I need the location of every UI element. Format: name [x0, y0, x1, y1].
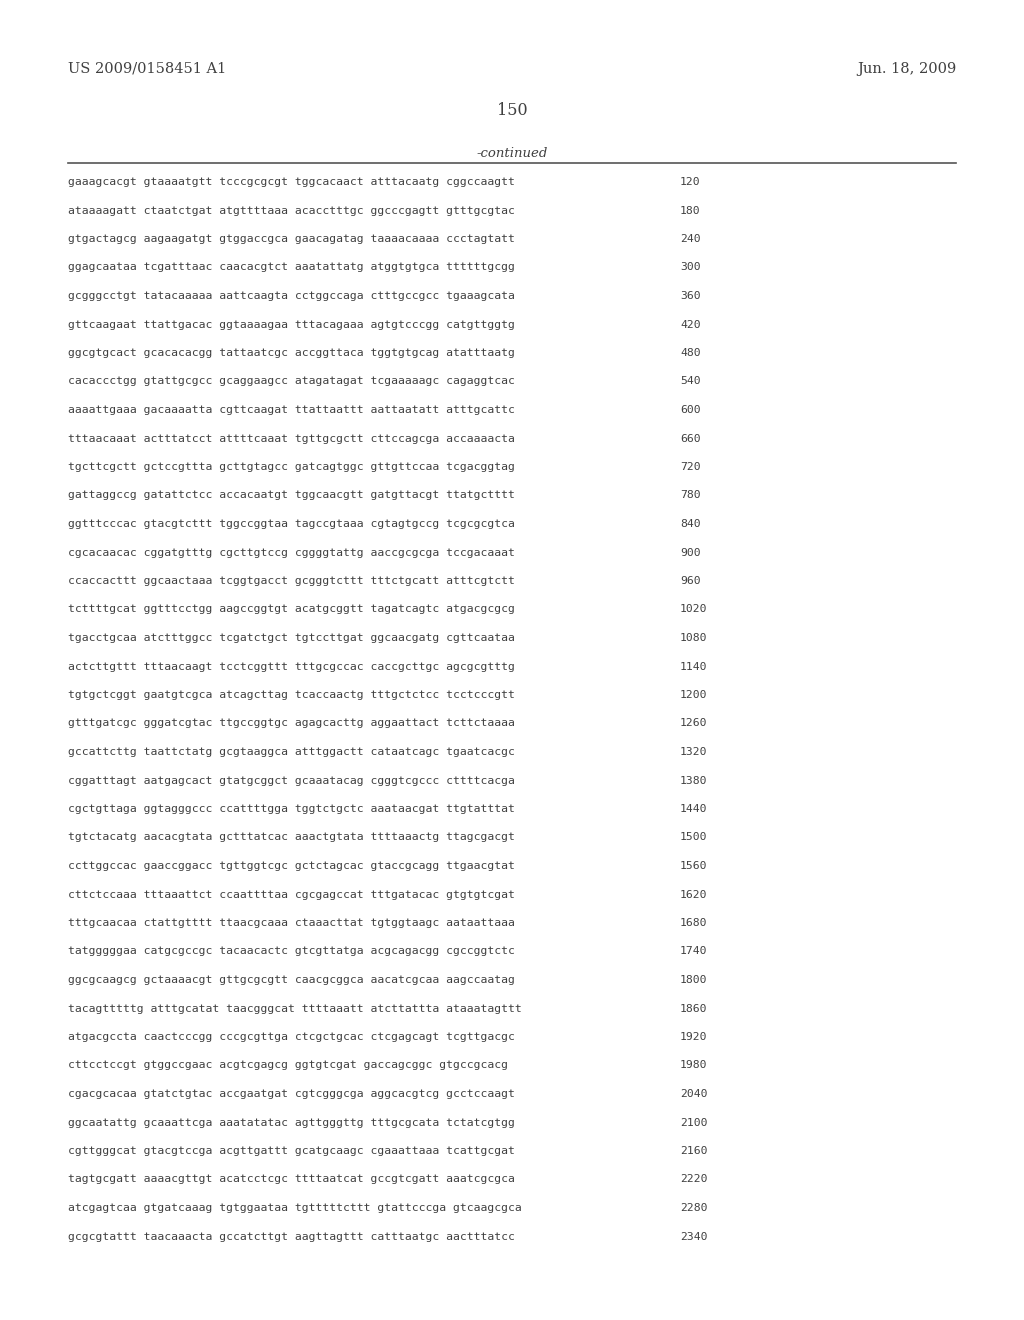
Text: 2280: 2280 [680, 1203, 708, 1213]
Text: 480: 480 [680, 348, 700, 358]
Text: cgacgcacaa gtatctgtac accgaatgat cgtcgggcga aggcacgtcg gcctccaagt: cgacgcacaa gtatctgtac accgaatgat cgtcggg… [68, 1089, 515, 1100]
Text: US 2009/0158451 A1: US 2009/0158451 A1 [68, 62, 226, 77]
Text: ataaaagatt ctaatctgat atgttttaaa acacctttgc ggcccgagtt gtttgcgtac: ataaaagatt ctaatctgat atgttttaaa acacctt… [68, 206, 515, 215]
Text: ggtttcccac gtacgtcttt tggccggtaa tagccgtaaa cgtagtgccg tcgcgcgtca: ggtttcccac gtacgtcttt tggccggtaa tagccgt… [68, 519, 515, 529]
Text: atgacgccta caactcccgg cccgcgttga ctcgctgcac ctcgagcagt tcgttgacgc: atgacgccta caactcccgg cccgcgttga ctcgctg… [68, 1032, 515, 1041]
Text: ccttggccac gaaccggacc tgttggtcgc gctctagcac gtaccgcagg ttgaacgtat: ccttggccac gaaccggacc tgttggtcgc gctctag… [68, 861, 515, 871]
Text: tgtctacatg aacacgtata gctttatcac aaactgtata ttttaaactg ttagcgacgt: tgtctacatg aacacgtata gctttatcac aaactgt… [68, 833, 515, 842]
Text: 1380: 1380 [680, 776, 708, 785]
Text: 2160: 2160 [680, 1146, 708, 1156]
Text: 1680: 1680 [680, 917, 708, 928]
Text: tcttttgcat ggtttcctgg aagccggtgt acatgcggtt tagatcagtc atgacgcgcg: tcttttgcat ggtttcctgg aagccggtgt acatgcg… [68, 605, 515, 615]
Text: gtgactagcg aagaagatgt gtggaccgca gaacagatag taaaacaaaa ccctagtatt: gtgactagcg aagaagatgt gtggaccgca gaacaga… [68, 234, 515, 244]
Text: 1740: 1740 [680, 946, 708, 957]
Text: 660: 660 [680, 433, 700, 444]
Text: ggcaatattg gcaaattcga aaatatatac agttgggttg tttgcgcata tctatcgtgg: ggcaatattg gcaaattcga aaatatatac agttggg… [68, 1118, 515, 1127]
Text: gttcaagaat ttattgacac ggtaaaagaa tttacagaaa agtgtcccgg catgttggtg: gttcaagaat ttattgacac ggtaaaagaa tttacag… [68, 319, 515, 330]
Text: tacagtttttg atttgcatat taacgggcat ttttaaatt atcttattta ataaatagttt: tacagtttttg atttgcatat taacgggcat ttttaa… [68, 1003, 522, 1014]
Text: tagtgcgatt aaaacgttgt acatcctcgc ttttaatcat gccgtcgatt aaatcgcgca: tagtgcgatt aaaacgttgt acatcctcgc ttttaat… [68, 1175, 515, 1184]
Text: ccaccacttt ggcaactaaa tcggtgacct gcgggtcttt tttctgcatt atttcgtctt: ccaccacttt ggcaactaaa tcggtgacct gcgggtc… [68, 576, 515, 586]
Text: cttcctccgt gtggccgaac acgtcgagcg ggtgtcgat gaccagcggc gtgccgcacg: cttcctccgt gtggccgaac acgtcgagcg ggtgtcg… [68, 1060, 508, 1071]
Text: 1200: 1200 [680, 690, 708, 700]
Text: 1020: 1020 [680, 605, 708, 615]
Text: 1560: 1560 [680, 861, 708, 871]
Text: tatgggggaa catgcgccgc tacaacactc gtcgttatga acgcagacgg cgccggtctc: tatgggggaa catgcgccgc tacaacactc gtcgtta… [68, 946, 515, 957]
Text: gccattcttg taattctatg gcgtaaggca atttggactt cataatcagc tgaatcacgc: gccattcttg taattctatg gcgtaaggca atttgga… [68, 747, 515, 756]
Text: 420: 420 [680, 319, 700, 330]
Text: cttctccaaa tttaaattct ccaattttaa cgcgagccat tttgatacac gtgtgtcgat: cttctccaaa tttaaattct ccaattttaa cgcgagc… [68, 890, 515, 899]
Text: 1440: 1440 [680, 804, 708, 814]
Text: 960: 960 [680, 576, 700, 586]
Text: tgacctgcaa atctttggcc tcgatctgct tgtccttgat ggcaacgatg cgttcaataa: tgacctgcaa atctttggcc tcgatctgct tgtcctt… [68, 634, 515, 643]
Text: 2100: 2100 [680, 1118, 708, 1127]
Text: cacaccctgg gtattgcgcc gcaggaagcc atagatagat tcgaaaaagc cagaggtcac: cacaccctgg gtattgcgcc gcaggaagcc atagata… [68, 376, 515, 387]
Text: -continued: -continued [476, 147, 548, 160]
Text: 840: 840 [680, 519, 700, 529]
Text: 150: 150 [497, 102, 527, 119]
Text: 240: 240 [680, 234, 700, 244]
Text: 900: 900 [680, 548, 700, 557]
Text: 1140: 1140 [680, 661, 708, 672]
Text: gtttgatcgc gggatcgtac ttgccggtgc agagcacttg aggaattact tcttctaaaa: gtttgatcgc gggatcgtac ttgccggtgc agagcac… [68, 718, 515, 729]
Text: 2220: 2220 [680, 1175, 708, 1184]
Text: 2040: 2040 [680, 1089, 708, 1100]
Text: 1620: 1620 [680, 890, 708, 899]
Text: gcgcgtattt taacaaacta gccatcttgt aagttagttt catttaatgc aactttatcc: gcgcgtattt taacaaacta gccatcttgt aagttag… [68, 1232, 515, 1242]
Text: tgtgctcggt gaatgtcgca atcagcttag tcaccaactg tttgctctcc tcctcccgtt: tgtgctcggt gaatgtcgca atcagcttag tcaccaa… [68, 690, 515, 700]
Text: gcgggcctgt tatacaaaaa aattcaagta cctggccaga ctttgccgcc tgaaagcata: gcgggcctgt tatacaaaaa aattcaagta cctggcc… [68, 290, 515, 301]
Text: cgttgggcat gtacgtccga acgttgattt gcatgcaagc cgaaattaaa tcattgcgat: cgttgggcat gtacgtccga acgttgattt gcatgca… [68, 1146, 515, 1156]
Text: 1500: 1500 [680, 833, 708, 842]
Text: actcttgttt tttaacaagt tcctcggttt tttgcgccac caccgcttgc agcgcgtttg: actcttgttt tttaacaagt tcctcggttt tttgcgc… [68, 661, 515, 672]
Text: 1920: 1920 [680, 1032, 708, 1041]
Text: tgcttcgctt gctccgttta gcttgtagcc gatcagtggc gttgttccaa tcgacggtag: tgcttcgctt gctccgttta gcttgtagcc gatcagt… [68, 462, 515, 473]
Text: 540: 540 [680, 376, 700, 387]
Text: 1800: 1800 [680, 975, 708, 985]
Text: 780: 780 [680, 491, 700, 500]
Text: Jun. 18, 2009: Jun. 18, 2009 [857, 62, 956, 77]
Text: gaaagcacgt gtaaaatgtt tcccgcgcgt tggcacaact atttacaatg cggccaagtt: gaaagcacgt gtaaaatgtt tcccgcgcgt tggcaca… [68, 177, 515, 187]
Text: 120: 120 [680, 177, 700, 187]
Text: 720: 720 [680, 462, 700, 473]
Text: aaaattgaaa gacaaaatta cgttcaagat ttattaattt aattaatatt atttgcattc: aaaattgaaa gacaaaatta cgttcaagat ttattaa… [68, 405, 515, 414]
Text: 1260: 1260 [680, 718, 708, 729]
Text: 300: 300 [680, 263, 700, 272]
Text: 600: 600 [680, 405, 700, 414]
Text: 1080: 1080 [680, 634, 708, 643]
Text: ggcgtgcact gcacacacgg tattaatcgc accggttaca tggtgtgcag atatttaatg: ggcgtgcact gcacacacgg tattaatcgc accggtt… [68, 348, 515, 358]
Text: cgcacaacac cggatgtttg cgcttgtccg cggggtattg aaccgcgcga tccgacaaat: cgcacaacac cggatgtttg cgcttgtccg cggggta… [68, 548, 515, 557]
Text: ggcgcaagcg gctaaaacgt gttgcgcgtt caacgcggca aacatcgcaa aagccaatag: ggcgcaagcg gctaaaacgt gttgcgcgtt caacgcg… [68, 975, 515, 985]
Text: tttaacaaat actttatcct attttcaaat tgttgcgctt cttccagcga accaaaacta: tttaacaaat actttatcct attttcaaat tgttgcg… [68, 433, 515, 444]
Text: atcgagtcaa gtgatcaaag tgtggaataa tgtttttcttt gtattcccga gtcaagcgca: atcgagtcaa gtgatcaaag tgtggaataa tgttttt… [68, 1203, 522, 1213]
Text: ggagcaataa tcgatttaac caacacgtct aaatattatg atggtgtgca ttttttgcgg: ggagcaataa tcgatttaac caacacgtct aaatatt… [68, 263, 515, 272]
Text: cggatttagt aatgagcact gtatgcggct gcaaatacag cgggtcgccc cttttcacga: cggatttagt aatgagcact gtatgcggct gcaaata… [68, 776, 515, 785]
Text: 1320: 1320 [680, 747, 708, 756]
Text: cgctgttaga ggtagggccc ccattttgga tggtctgctc aaataacgat ttgtatttat: cgctgttaga ggtagggccc ccattttgga tggtctg… [68, 804, 515, 814]
Text: 2340: 2340 [680, 1232, 708, 1242]
Text: 1860: 1860 [680, 1003, 708, 1014]
Text: 360: 360 [680, 290, 700, 301]
Text: tttgcaacaa ctattgtttt ttaacgcaaa ctaaacttat tgtggtaagc aataattaaa: tttgcaacaa ctattgtttt ttaacgcaaa ctaaact… [68, 917, 515, 928]
Text: 1980: 1980 [680, 1060, 708, 1071]
Text: 180: 180 [680, 206, 700, 215]
Text: gattaggccg gatattctcc accacaatgt tggcaacgtt gatgttacgt ttatgctttt: gattaggccg gatattctcc accacaatgt tggcaac… [68, 491, 515, 500]
